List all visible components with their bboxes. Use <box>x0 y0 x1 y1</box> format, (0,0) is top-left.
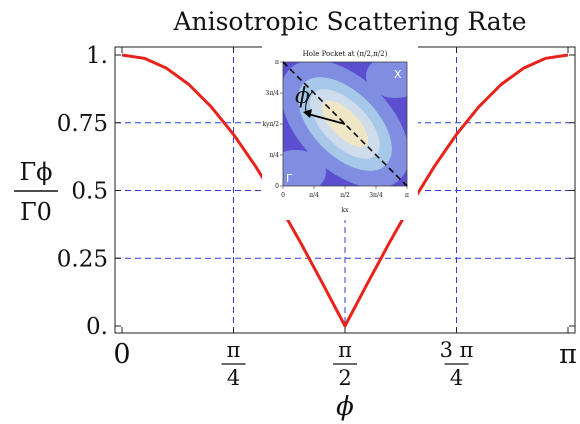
y-label-numerator: Γϕ <box>19 158 52 186</box>
series-layer <box>121 53 569 328</box>
y-tick-label-4: 1. <box>86 43 108 69</box>
x-tick-label-0: 0 <box>113 339 130 370</box>
series-line-0 <box>121 53 569 328</box>
y-label-denominator: Γ0 <box>20 198 52 226</box>
x-tick-label-den-3: 4 <box>450 366 463 390</box>
x-tick-label-num-1: π <box>227 338 241 362</box>
inset-angle-arc <box>305 91 313 113</box>
inset-y-label: ky <box>262 121 270 128</box>
inset-y-tick-label-2: π/2 <box>269 121 279 128</box>
x-tick-label-den-2: 2 <box>338 366 351 390</box>
inset-y-tick-label-4: π <box>275 59 279 66</box>
inset-contour-blob-top-right <box>366 62 407 98</box>
x-tick-label-den-1: 4 <box>227 366 240 390</box>
inset-ticks: 0 π/4 π/2 3π/4 π 0 π/4 π/2 3π/4 π <box>265 59 409 199</box>
inset-title: Hole Pocket at (π/2,π/2) <box>303 50 388 58</box>
inset-contour-blob-bottom-left <box>283 150 326 186</box>
inset-y-tick-label-3: 3π/4 <box>265 90 279 97</box>
inset-corner-gamma-label: Γ <box>286 172 293 185</box>
x-tick-label-num-2: π <box>338 338 352 362</box>
tick-layer: 0. 0.25 0.5 0.75 1. 0 π 4 π 2 3 π 4 π <box>57 43 577 390</box>
inset-x-tick-label-3: 3π/4 <box>369 192 383 199</box>
y-tick-label-0: 0. <box>86 314 108 340</box>
inset-angle-label: ϕ <box>295 84 310 109</box>
inset-x-tick-label-4: π <box>405 192 409 199</box>
inset-arrowhead <box>303 109 312 118</box>
inset-y-tick-label-1: π/4 <box>269 152 279 159</box>
y-axis-label: Γϕ Γ0 <box>14 158 58 226</box>
inset-y-tick-label-0: 0 <box>275 183 279 190</box>
inset-x-label: kx <box>341 207 349 214</box>
x-tick-label-4: π <box>559 339 577 370</box>
inset-plot: Hole Pocket at (π/2,π/2) ϕ X Γ 0 π/4 π/2 3π… <box>262 42 418 220</box>
inset-corner-x-label: X <box>394 68 402 81</box>
y-tick-label-2: 0.5 <box>71 179 108 205</box>
y-tick-label-3: 0.75 <box>57 111 108 137</box>
inset-x-tick-label-2: π/2 <box>340 192 350 199</box>
y-tick-label-1: 0.25 <box>57 246 108 272</box>
inset-x-tick-label-1: π/4 <box>309 192 319 199</box>
chart-title: Anisotropic Scattering Rate <box>172 7 526 36</box>
inset-x-tick-label-0: 0 <box>281 192 285 199</box>
x-tick-label-num-3: 3 π <box>440 338 474 362</box>
x-axis-label: ϕ <box>336 392 354 422</box>
inset-direction-arrow <box>307 113 346 125</box>
